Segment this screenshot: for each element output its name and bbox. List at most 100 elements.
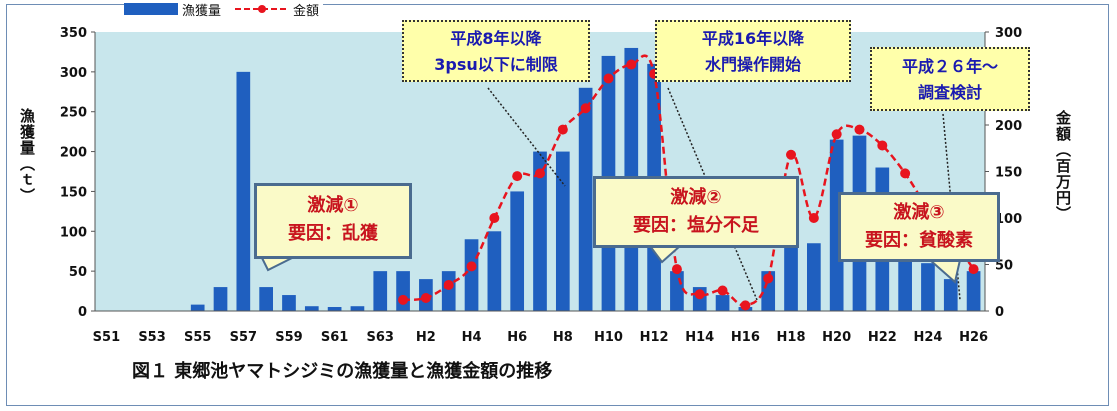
- bar-H3: [441, 271, 456, 311]
- callout-decline-3: 激減③ 要因：貧酸素: [838, 192, 1000, 262]
- y-left-tick-300: 300: [60, 66, 87, 81]
- callout-3-line2: 要因：貧酸素: [865, 230, 973, 251]
- y-left-tick-250: 250: [60, 106, 87, 121]
- x-tick-H6: H6: [507, 330, 527, 345]
- bar-H1: [396, 271, 410, 311]
- x-tick-H12: H12: [640, 330, 669, 345]
- callout-1-line2: 要因：乱獲: [288, 223, 378, 244]
- bar-H9: [578, 87, 593, 311]
- bar-H8: [555, 151, 570, 311]
- legend-bar-swatch: [124, 3, 178, 15]
- x-tick-S51: S51: [93, 330, 120, 345]
- x-tick-H22: H22: [868, 330, 897, 345]
- legend-bar-label: 漁獲量: [182, 3, 222, 19]
- point-H7: [535, 168, 545, 179]
- annotation-note-h8: 平成8年以降 3psu以下に制限: [402, 20, 590, 82]
- bar-S57: [236, 71, 251, 311]
- bar-S63: [373, 271, 388, 311]
- x-tick-H24: H24: [913, 330, 942, 345]
- x-tick-H16: H16: [731, 330, 760, 345]
- y-right-tick-100: 100: [995, 212, 1022, 227]
- bar-S56: [213, 287, 228, 311]
- y-left-tick-50: 50: [69, 265, 87, 280]
- bar-H5: [487, 231, 502, 311]
- point-H17: [763, 273, 774, 284]
- point-H19: [808, 213, 819, 223]
- point-H18: [786, 149, 797, 160]
- y-left-tick-100: 100: [60, 225, 87, 240]
- bar-H24: [921, 263, 935, 311]
- leader-line-1: [487, 87, 566, 187]
- x-tick-S63: S63: [367, 330, 394, 345]
- bar-S60: [304, 306, 319, 311]
- callout-2-line1: 激減②: [670, 187, 722, 208]
- y-right-axis-title: 金額（百万円）: [1054, 110, 1072, 222]
- x-tick-S59: S59: [275, 330, 302, 345]
- point-H8: [557, 124, 568, 135]
- legend-line-label: 金額: [293, 3, 320, 19]
- x-tick-H10: H10: [594, 330, 623, 345]
- y-right-tick-0: 0: [995, 305, 1004, 320]
- point-H13: [671, 264, 682, 275]
- x-tick-H18: H18: [777, 330, 806, 345]
- bar-H7: [533, 151, 547, 311]
- x-tick-S57: S57: [230, 330, 257, 345]
- bar-H13: [670, 271, 684, 311]
- y-right-tick-200: 200: [995, 119, 1022, 134]
- point-H2: [420, 292, 431, 303]
- point-H14: [694, 289, 705, 300]
- bar-H26: [966, 271, 981, 311]
- x-tick-H2: H2: [416, 330, 436, 345]
- note-h8-line1: 平成8年以降: [450, 29, 542, 48]
- y-right-tick-50: 50: [995, 259, 1013, 274]
- callout-decline-1: 激減① 要因：乱獲: [254, 183, 412, 259]
- y-right-tick-150: 150: [995, 166, 1022, 181]
- figure-frame: [6, 4, 1109, 406]
- annotation-note-h26: 平成２６年～ 調査検討: [870, 47, 1030, 111]
- point-H26: [968, 264, 979, 275]
- bar-S55: [190, 304, 205, 311]
- point-H16: [740, 300, 751, 311]
- line-group: [398, 54, 979, 311]
- annotation-note-h16: 平成16年以降 水門操作開始: [655, 20, 851, 82]
- point-H20: [831, 129, 842, 140]
- callout-decline-2: 激減② 要因：塩分不足: [593, 176, 799, 248]
- y-left-tick-200: 200: [60, 146, 87, 161]
- x-tick-H8: H8: [553, 330, 573, 345]
- note-h8-line2: 3psu以下に制限: [434, 55, 558, 74]
- x-tick-H26: H26: [959, 330, 988, 345]
- callout-1-line1: 激減①: [307, 195, 359, 216]
- callout-2-line2: 要因：塩分不足: [633, 215, 759, 236]
- x-tick-S53: S53: [138, 330, 165, 345]
- y-left-tick-0: 0: [78, 305, 87, 320]
- bar-S58: [259, 287, 273, 311]
- note-h26-line2: 調査検討: [917, 83, 982, 102]
- point-H23: [900, 168, 911, 179]
- bar-H19: [807, 243, 821, 311]
- y-left-tick-150: 150: [60, 185, 87, 200]
- point-H21: [854, 124, 865, 135]
- legend: 漁獲量 金額: [124, 0, 324, 19]
- y-left-tick-350: 350: [60, 26, 87, 41]
- y-left-axis-title: 漁獲量（ｔ）: [18, 108, 36, 204]
- point-H11: [626, 59, 637, 70]
- point-H10: [603, 73, 614, 84]
- point-H22: [877, 140, 888, 151]
- x-tick-S55: S55: [184, 330, 211, 345]
- point-H15: [717, 285, 728, 296]
- x-tick-H4: H4: [462, 330, 482, 345]
- point-H5: [489, 213, 500, 223]
- bar-H25: [943, 279, 958, 311]
- point-H9: [580, 103, 591, 114]
- bar-H20: [829, 139, 844, 311]
- bar-S59: [282, 295, 296, 311]
- x-tick-H14: H14: [685, 330, 714, 345]
- y-right-tick-300: 300: [995, 26, 1022, 41]
- point-H4: [466, 261, 477, 272]
- bar-S62: [350, 306, 365, 311]
- point-H3: [443, 279, 454, 290]
- note-h26-line1: 平成２６年～: [901, 57, 998, 76]
- point-H1: [398, 294, 409, 305]
- legend-line-swatch: [235, 3, 290, 15]
- bar-S61: [327, 307, 342, 311]
